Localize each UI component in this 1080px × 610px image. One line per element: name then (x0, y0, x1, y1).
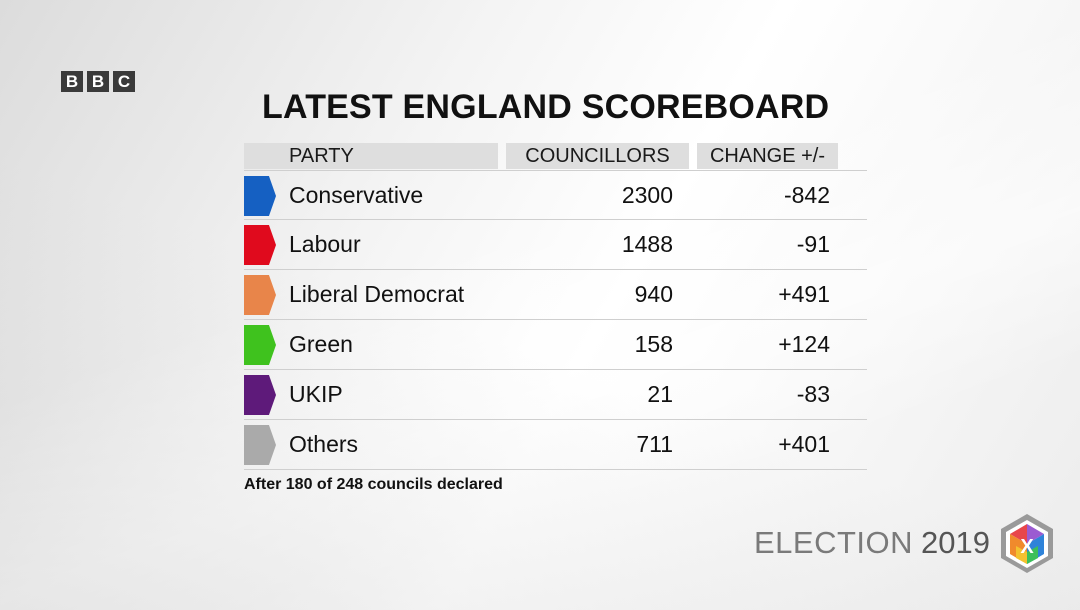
party-color-marker (244, 225, 276, 265)
bbc-logo: B B C (61, 71, 135, 92)
party-name: Green (289, 331, 353, 357)
party-name: Labour (289, 231, 361, 257)
table-row: Green 158 +124 (244, 320, 867, 370)
councillors-value: 158 (634, 331, 673, 357)
scoreboard-table: Conservative 2300 -842 Labour 1488 -91 Liberal… (244, 170, 867, 470)
table-row: Labour 1488 -91 (244, 220, 867, 270)
change-value: -842 (783, 182, 830, 208)
party-name: Conservative (289, 182, 424, 208)
councillors-value: 1488 (621, 231, 673, 257)
header-change: CHANGE +/- (697, 143, 838, 169)
councillors-value: 940 (634, 281, 673, 307)
footnote: After 180 of 248 councils declared (244, 476, 503, 493)
header-councillors: COUNCILLORS (506, 143, 689, 169)
table-row: UKIP 21 -83 (244, 370, 867, 420)
change-value: +124 (778, 331, 830, 357)
header-party: PARTY (244, 143, 498, 169)
election-2019-logo: ELECTION 2019 X (754, 512, 1056, 574)
scoreboard-title: LATEST ENGLAND SCOREBOARD (262, 88, 830, 126)
party-name: Others (289, 431, 359, 457)
change-value: -83 (796, 381, 830, 407)
bbc-logo-letter: B (87, 71, 109, 92)
change-value: +401 (778, 431, 830, 457)
party-color-marker (244, 325, 276, 365)
change-value: +491 (778, 281, 830, 307)
party-name: Liberal Democrat (289, 281, 465, 307)
party-color-marker (244, 176, 276, 216)
table-row: Conservative 2300 -842 (244, 170, 867, 220)
bbc-logo-letter: B (61, 71, 83, 92)
election-cube-mark: X (1020, 536, 1034, 558)
party-color-marker (244, 425, 276, 465)
bbc-logo-letter: C (113, 71, 135, 92)
change-value: -91 (796, 231, 830, 257)
councillors-value: 21 (647, 381, 673, 407)
party-color-marker (244, 375, 276, 415)
election-year: 2019 (921, 525, 990, 560)
councillors-value: 711 (636, 431, 673, 457)
table-row: Others 711 +401 (244, 420, 867, 470)
party-color-marker (244, 275, 276, 315)
election-word: ELECTION (754, 525, 914, 560)
councillors-value: 2300 (621, 182, 673, 208)
table-header: PARTY COUNCILLORS CHANGE +/- (0, 143, 1080, 169)
election-cube-icon: X (1001, 514, 1053, 573)
party-name: UKIP (289, 381, 343, 407)
table-row: Liberal Democrat 940 +491 (244, 270, 867, 320)
